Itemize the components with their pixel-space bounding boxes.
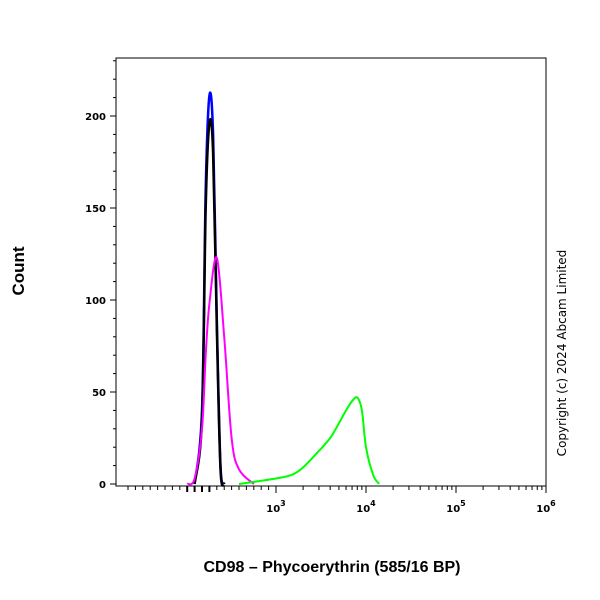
x-tick-label: 103 bbox=[266, 499, 286, 515]
y-tick-label: 150 bbox=[85, 204, 106, 215]
series-line-4 bbox=[238, 396, 380, 485]
ticks: 0 50 100 150 200 103 104 105 106 bbox=[85, 60, 556, 515]
y-tick-label: 100 bbox=[85, 296, 106, 307]
x-tick-label: 104 bbox=[356, 499, 376, 515]
series-line-3 bbox=[186, 256, 255, 486]
x-axis-label: CD98 – Phycoerythrin (585/16 BP) bbox=[204, 559, 461, 576]
x-tick-label: 106 bbox=[536, 499, 556, 515]
x-tick-label: 105 bbox=[446, 499, 466, 515]
y-axis-label: Count bbox=[9, 246, 28, 295]
copyright-notice: Copyright (c) 2024 Abcam Limited bbox=[555, 250, 569, 457]
y-tick-label: 0 bbox=[99, 480, 106, 491]
series-group bbox=[186, 91, 380, 487]
y-tick-label: 50 bbox=[92, 388, 106, 399]
series-line-2 bbox=[193, 118, 226, 487]
y-tick-label: 200 bbox=[85, 112, 106, 123]
plot-frame bbox=[115, 57, 547, 487]
